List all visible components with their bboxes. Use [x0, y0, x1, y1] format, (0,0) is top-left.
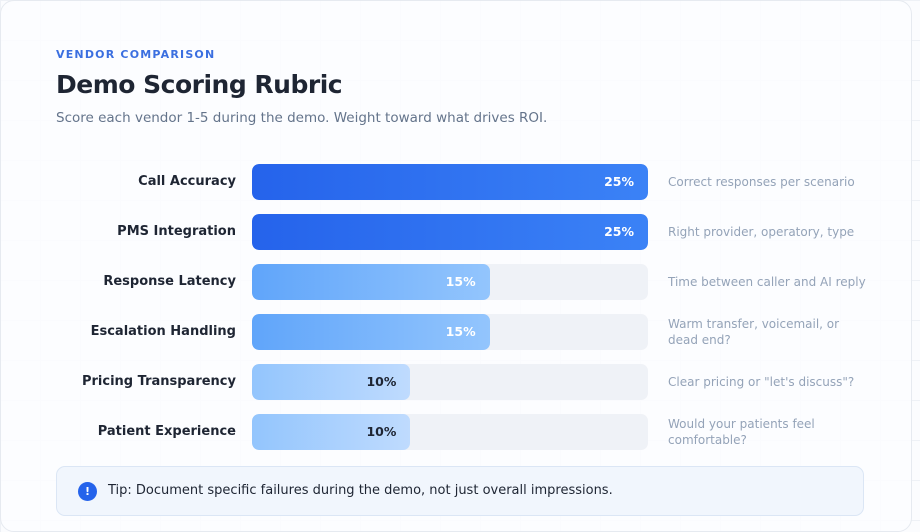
criterion-description: Right provider, operatory, type [668, 225, 855, 239]
criterion-label: Patient Experience [97, 424, 236, 439]
criterion-row: Pricing Transparency 10% Clear pricing o… [0, 364, 910, 400]
criterion-row: Call Accuracy 25% Correct responses per … [0, 164, 910, 200]
tip-box: ! Tip: Document specific failures during… [56, 466, 864, 516]
weight-value: 15% [445, 324, 476, 339]
weight-bar-fill: 10% [252, 364, 411, 400]
weight-bar-track: 15% [252, 314, 648, 350]
weight-bar-fill: 10% [252, 414, 411, 450]
weight-bar-track: 10% [252, 414, 648, 450]
criterion-label: Pricing Transparency [81, 374, 236, 389]
eyebrow: VENDOR COMPARISON [56, 48, 216, 61]
weight-value: 25% [604, 224, 634, 239]
weight-bar-fill: 15% [252, 264, 490, 300]
weight-value: 10% [366, 424, 397, 439]
weight-value: 15% [445, 274, 476, 289]
weight-value: 25% [604, 174, 634, 189]
weight-bar-fill: 15% [252, 314, 490, 350]
criterion-description: Would your patients feel comfortable? [668, 417, 815, 447]
criterion-label: Call Accuracy [138, 174, 236, 189]
criterion-label: Escalation Handling [90, 324, 236, 339]
page-title: Demo Scoring Rubric [56, 70, 343, 99]
criterion-description: Time between caller and AI reply [668, 275, 866, 289]
weight-bar-track: 10% [252, 364, 648, 400]
weight-value: 10% [366, 374, 397, 389]
weight-bar-fill: 25% [252, 164, 648, 200]
weight-bar-track: 15% [252, 264, 648, 300]
criterion-label: PMS Integration [117, 224, 236, 239]
criterion-row: PMS Integration 25% Right provider, oper… [0, 214, 910, 250]
criterion-row: Escalation Handling 15% Warm transfer, v… [0, 314, 910, 350]
weight-bar-fill: 25% [252, 214, 648, 250]
criterion-description: Warm transfer, voicemail, or dead end? [668, 317, 840, 347]
weight-bar-track: 25% [252, 164, 648, 200]
criterion-row: Patient Experience 10% Would your patien… [0, 414, 910, 450]
subtitle: Score each vendor 1-5 during the demo. W… [56, 110, 548, 126]
info-icon: ! [78, 482, 97, 501]
criterion-row: Response Latency 15% Time between caller… [0, 264, 910, 300]
criterion-description: Clear pricing or "let's discuss"? [668, 375, 855, 389]
tip-text: Tip: Document specific failures during t… [108, 483, 613, 498]
criterion-description: Correct responses per scenario [668, 175, 855, 189]
criterion-label: Response Latency [103, 274, 236, 289]
weight-bar-track: 25% [252, 214, 648, 250]
